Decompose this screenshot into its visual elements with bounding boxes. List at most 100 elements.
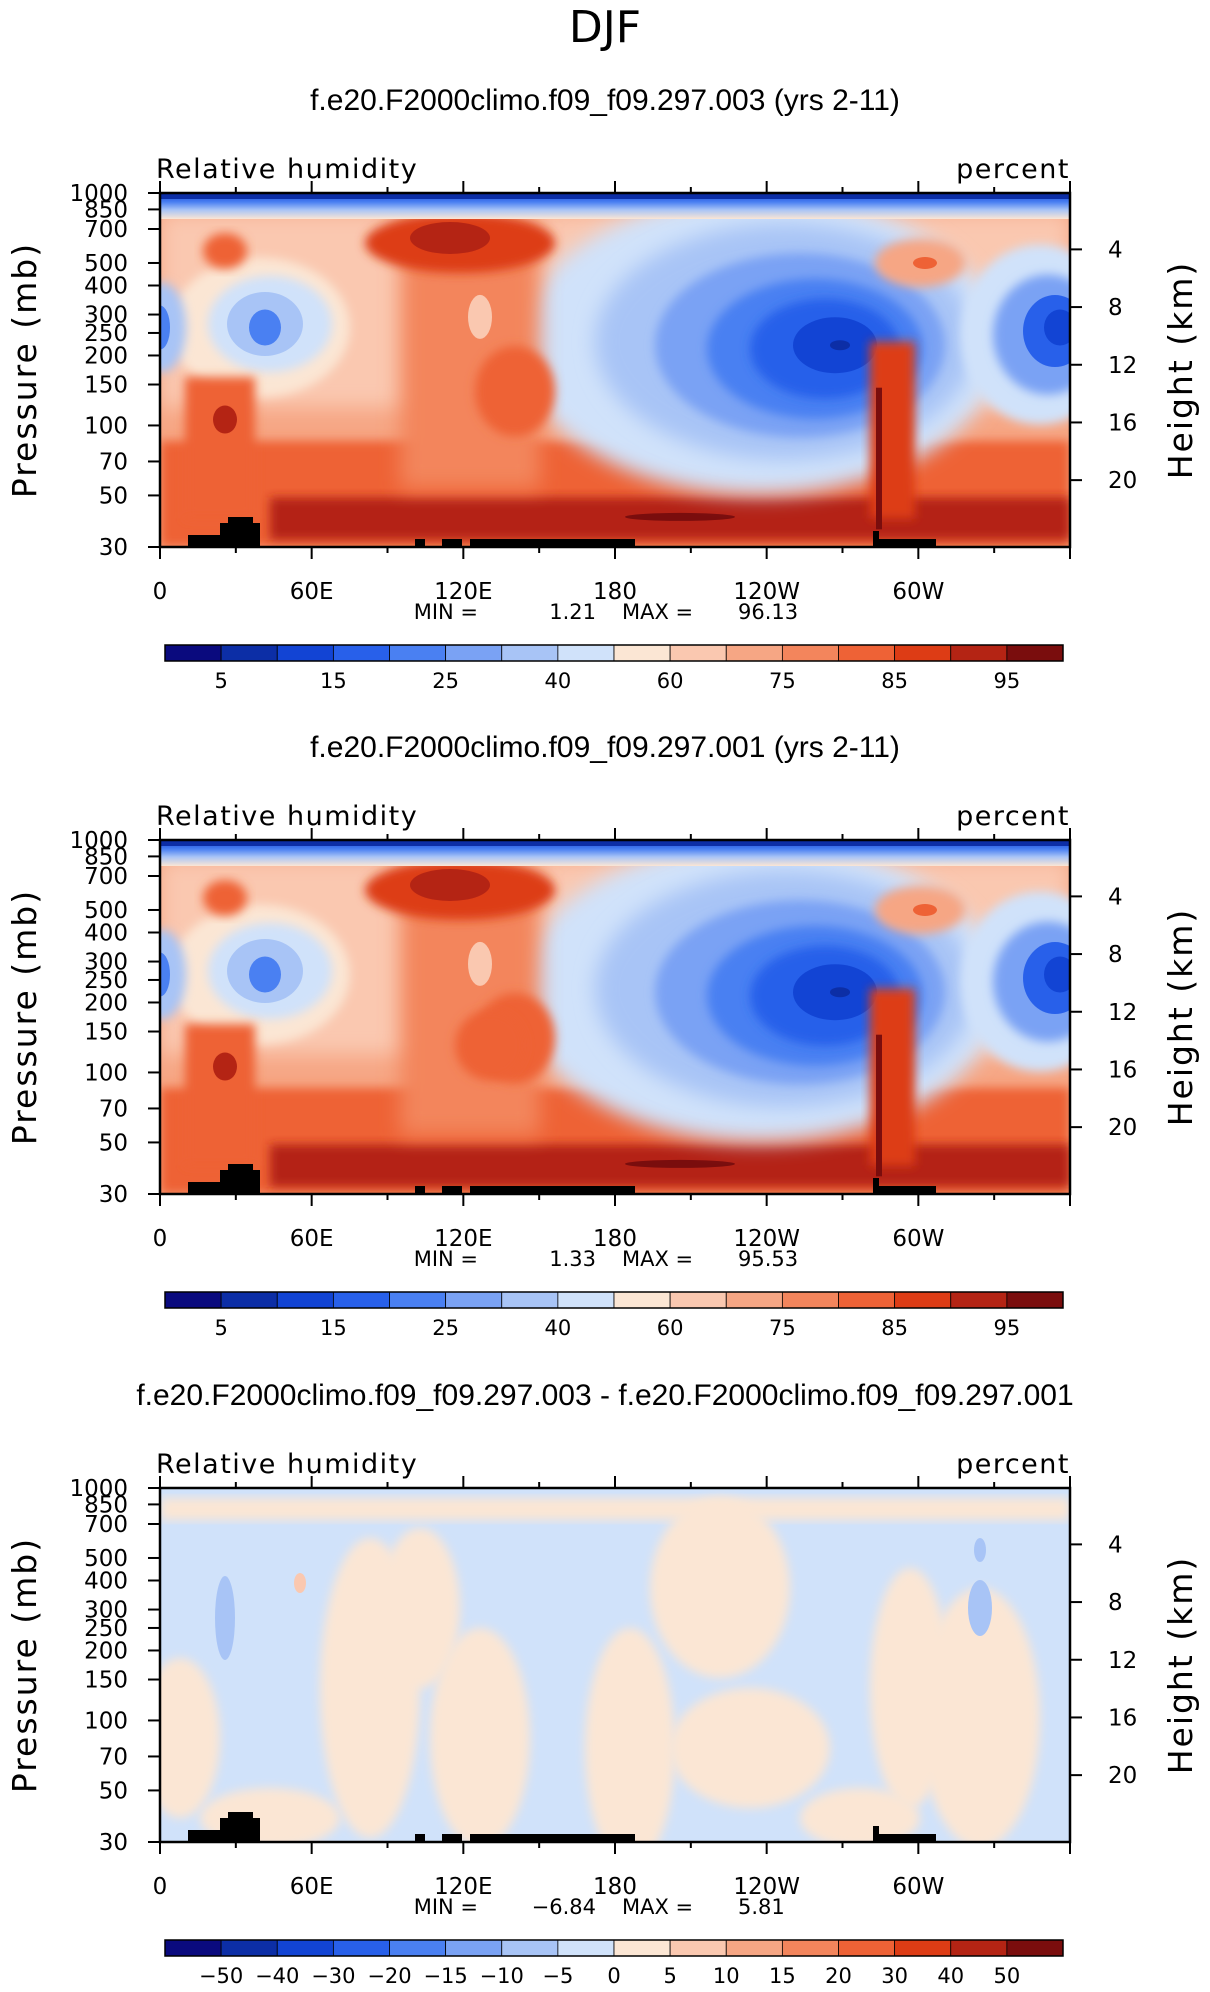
colorbar-cell — [781, 1291, 839, 1309]
colorbar-label: 75 — [769, 1316, 796, 1340]
colorbar-cell — [276, 644, 334, 662]
y-tick-label: 50 — [99, 1778, 128, 1804]
field-max-core — [625, 512, 735, 521]
height-tick-label: 12 — [1108, 1000, 1137, 1026]
y-tick-label: 200 — [84, 990, 128, 1016]
colorbar-cell — [613, 644, 671, 662]
y2-axis-title: Height (km) — [1161, 908, 1200, 1127]
y-tick-label: 300 — [84, 950, 128, 976]
y-axis-title: Pressure (mb) — [5, 242, 44, 498]
topography — [470, 1186, 635, 1194]
colorbar: 5 15 25 40 60 75 85 95 — [164, 1291, 1064, 1340]
topography — [442, 539, 462, 547]
y-tick-label: 500 — [84, 898, 128, 924]
units-label: percent — [956, 154, 1070, 185]
colorbar-label: 95 — [994, 669, 1021, 693]
y-tick-label: 50 — [99, 483, 128, 509]
colorbar-cell — [838, 644, 896, 662]
y-tick-label: 850 — [84, 197, 128, 223]
y-tick-label: 250 — [84, 1616, 128, 1642]
colorbar-label: 40 — [545, 669, 572, 693]
colorbar-label: −50 — [199, 1964, 243, 1987]
max-label: MAX = — [622, 600, 693, 624]
colorbar-cell — [781, 644, 839, 662]
colorbar-cell — [1006, 1291, 1064, 1309]
height-tick-label: 16 — [1108, 410, 1137, 436]
colorbar-cell — [894, 1291, 952, 1309]
colorbar-cell — [950, 644, 1008, 662]
max-value: 96.13 — [738, 600, 798, 624]
field-dry-atlantic-core — [1044, 956, 1070, 993]
topography — [442, 1186, 462, 1194]
y-tick-label: 200 — [84, 1638, 128, 1664]
colorbar-cell — [445, 1291, 503, 1309]
colorbar-cell — [164, 1291, 222, 1309]
colorbar-cell — [725, 1939, 783, 1957]
height-tick-label: 16 — [1108, 1705, 1137, 1731]
min-value: −6.84 — [532, 1895, 596, 1919]
colorbar-cell — [220, 644, 278, 662]
variable-label: Relative humidity — [156, 154, 418, 185]
height-tick-label: 4 — [1108, 1532, 1123, 1558]
min-value: 1.21 — [549, 600, 596, 624]
y-axis-title: Pressure (mb) — [5, 1537, 44, 1793]
height-tick-label: 12 — [1108, 353, 1137, 379]
colorbar-cell — [332, 644, 390, 662]
colorbar-cell — [838, 1291, 896, 1309]
min-label: MIN = — [414, 1895, 478, 1919]
y-tick-label: 500 — [84, 251, 128, 277]
height-tick-label: 20 — [1108, 468, 1137, 494]
y-tick-label: 700 — [84, 1512, 128, 1538]
colorbar-label: −5 — [542, 1964, 573, 1987]
y-tick-label: 150 — [84, 373, 128, 399]
colorbar-label: 0 — [607, 1964, 620, 1987]
y-tick-label: 100 — [84, 413, 128, 439]
field-stratosphere-top — [160, 193, 1070, 199]
y-tick-label: 250 — [84, 968, 128, 994]
colorbar-cell — [389, 1291, 447, 1309]
panel-title: f.e20.F2000climo.f09_f09.297.001 (yrs 2-… — [310, 731, 900, 764]
field-dry-left-edge — [160, 929, 186, 1020]
x-tick-label: 0 — [153, 1874, 168, 1900]
height-tick-label: 8 — [1108, 942, 1123, 968]
variable-label: Relative humidity — [156, 801, 418, 832]
colorbar-cell — [445, 644, 503, 662]
units-label: percent — [956, 1449, 1070, 1480]
colorbar-cell — [276, 1939, 334, 1957]
height-tick-label: 4 — [1108, 237, 1123, 263]
colorbar-cell — [669, 1291, 727, 1309]
field-dry-left-edge — [160, 282, 186, 373]
y-tick-label: 100 — [84, 1708, 128, 1734]
field-dry-atlantic-core — [1044, 309, 1070, 346]
colorbar-label: −10 — [480, 1964, 524, 1987]
colorbar-label: 75 — [769, 669, 796, 693]
x-tick-label: 180 — [593, 1874, 637, 1900]
height-tick-label: 8 — [1108, 1590, 1123, 1616]
y-tick-label: 850 — [84, 1492, 128, 1518]
x-tick-label: 120E — [434, 1874, 492, 1900]
x-tick-label: 120E — [434, 1226, 492, 1252]
colorbar-label: 40 — [937, 1964, 964, 1987]
field-dry-left-core — [160, 952, 170, 997]
y-tick-label: 700 — [84, 217, 128, 243]
y-tick-label: 250 — [84, 321, 128, 347]
field-upper-left-blob — [203, 880, 247, 916]
colorbar-cell — [669, 1939, 727, 1957]
diff-negative-region — [974, 1538, 986, 1562]
height-tick-label: 16 — [1108, 1057, 1137, 1083]
y-tick-label: 300 — [84, 1598, 128, 1624]
field-dry-pacific-core — [830, 340, 850, 351]
colorbar-label: −30 — [311, 1964, 355, 1987]
colorbar-cell — [838, 1939, 896, 1957]
field-warm-pool-mid — [475, 346, 555, 437]
topography — [470, 1834, 635, 1842]
field-column-gap — [468, 941, 492, 986]
y-tick-label: 70 — [99, 449, 128, 475]
colorbar-cell — [950, 1291, 1008, 1309]
colorbar-cell — [613, 1939, 671, 1957]
y-tick-label: 200 — [84, 343, 128, 369]
colorbar-label: 95 — [994, 1316, 1021, 1340]
y-tick-label: 400 — [84, 921, 128, 947]
colorbar-cell — [894, 644, 952, 662]
colorbar-label: −40 — [255, 1964, 299, 1987]
